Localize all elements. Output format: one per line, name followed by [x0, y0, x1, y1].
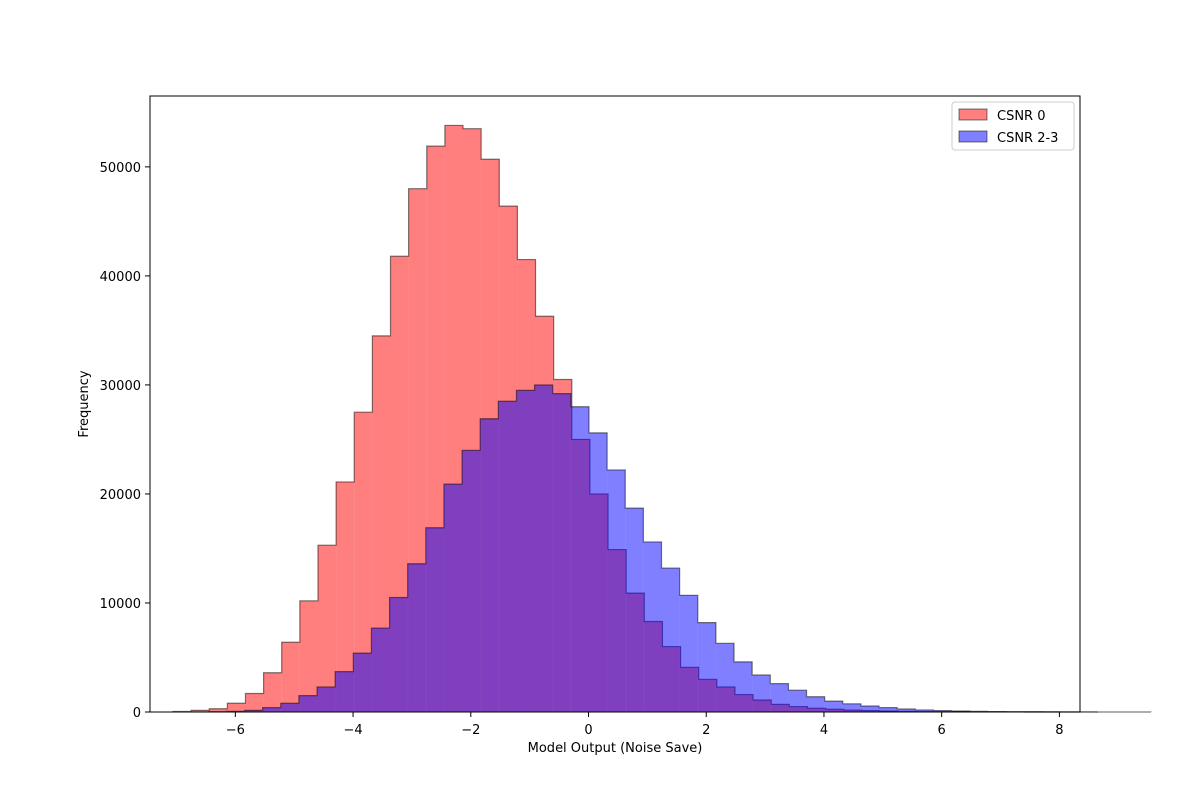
histogram-bar: [480, 418, 499, 712]
histogram-bar: [281, 642, 300, 712]
histogram-bar: [534, 384, 553, 712]
histogram-bar: [915, 709, 934, 712]
histogram-bar: [335, 671, 354, 712]
histogram-bar: [263, 672, 282, 712]
y-axis-label: Frequency: [77, 370, 92, 437]
histogram-bar: [245, 693, 264, 712]
histogram-bar: [643, 541, 662, 712]
y-axis-ticks: 0 10000 20000 30000 40000 50000: [100, 161, 150, 721]
y-tick-label: 10000: [100, 597, 141, 612]
y-tick-label: 20000: [100, 488, 141, 503]
histogram-bar: [209, 708, 228, 712]
x-tick-label: −6: [226, 723, 245, 738]
x-tick-label: 2: [702, 723, 710, 738]
x-tick-label: 6: [938, 723, 946, 738]
histogram-bars: [172, 124, 1152, 713]
histogram-bar: [933, 710, 952, 712]
histogram-bar: [770, 683, 789, 712]
histogram-bar: [262, 707, 281, 712]
histogram-bar: [679, 595, 698, 712]
x-tick-label: 4: [820, 723, 828, 738]
histogram-bar: [336, 481, 355, 712]
histogram-bar: [806, 696, 825, 712]
x-tick-label: 0: [584, 723, 592, 738]
histogram-bar: [498, 401, 517, 712]
histogram-bar: [389, 597, 408, 712]
histogram-bar: [570, 406, 589, 712]
histogram-bar: [715, 643, 735, 712]
histogram-bar: [353, 653, 372, 712]
y-tick-label: 0: [133, 706, 141, 721]
histogram-bar: [371, 628, 390, 712]
histogram-bar: [317, 686, 336, 712]
histogram-bar: [734, 661, 753, 712]
histogram-bar: [227, 703, 246, 712]
histogram-bar: [354, 412, 373, 712]
histogram-bar: [842, 703, 861, 712]
histogram-bar: [299, 600, 318, 712]
histogram-bar: [443, 484, 463, 712]
plot-frame: [149, 95, 1081, 713]
histogram-bar: [788, 690, 807, 712]
histogram-bar: [317, 545, 337, 712]
histogram-bar: [425, 527, 444, 712]
x-axis-label: Model Output (Noise Save): [528, 741, 703, 756]
x-tick-label: −4: [343, 723, 362, 738]
y-tick-label: 40000: [100, 270, 141, 285]
histogram-bar: [372, 335, 391, 712]
histogram-bar: [280, 703, 299, 712]
histogram-bar: [516, 390, 535, 712]
legend-label: CSNR 2-3: [997, 131, 1058, 146]
y-tick-label: 50000: [100, 161, 141, 176]
series-2-bars: [207, 384, 1152, 713]
legend: CSNR 0 CSNR 2-3: [951, 101, 1075, 151]
histogram-bar: [407, 563, 426, 712]
histogram-bar: [244, 710, 263, 712]
x-tick-label: 8: [1055, 723, 1063, 738]
legend-swatch: [958, 108, 988, 121]
legend-label: CSNR 0: [997, 109, 1046, 124]
x-tick-label: −2: [461, 723, 480, 738]
histogram-bar: [860, 706, 880, 712]
histogram-bar: [607, 469, 626, 712]
histogram-bar: [588, 432, 608, 712]
y-tick-label: 30000: [100, 379, 141, 394]
histogram-bar: [552, 393, 571, 712]
x-axis-ticks: −6 −4 −2 0 2 4 6 8: [226, 712, 1064, 738]
histogram-bar: [298, 695, 318, 712]
histogram-bar: [752, 674, 771, 712]
histogram-bar: [625, 508, 644, 712]
histogram-bar: [697, 622, 716, 712]
histogram-bar: [462, 450, 481, 712]
legend-swatch: [958, 130, 988, 143]
histogram-bar: [879, 707, 898, 712]
histogram-bar: [191, 710, 210, 712]
histogram-bar: [897, 708, 916, 712]
histogram-bar: [824, 701, 843, 712]
histogram-bar: [661, 568, 680, 712]
